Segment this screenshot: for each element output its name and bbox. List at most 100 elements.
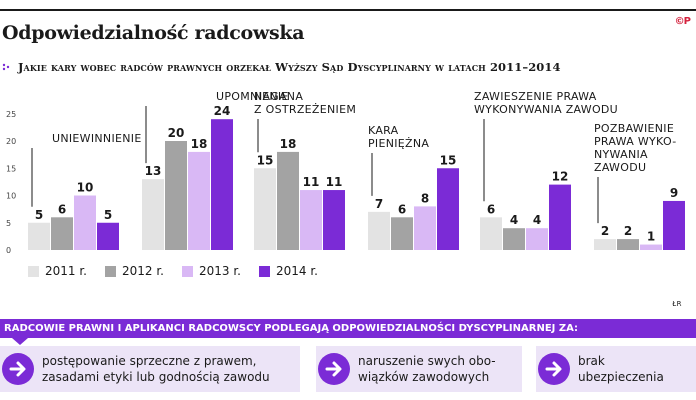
data-label: 11: [303, 175, 320, 189]
data-label: 18: [280, 137, 297, 151]
top-rule: [0, 9, 696, 11]
legend-item-2013: 2013 r.: [182, 264, 241, 278]
data-label: 6: [398, 202, 406, 216]
bar: [323, 190, 345, 250]
info-card-duties: naruszenie swych obo- wiązków zawodowych: [316, 346, 522, 392]
bar: [503, 228, 525, 250]
bar: [437, 168, 459, 250]
data-label: 4: [510, 213, 518, 227]
chart-subtitle: Jakie kary wobec radców prawnych orzekał…: [18, 60, 561, 74]
data-label: 4: [533, 213, 541, 227]
subtitle-dots-icon: [2, 63, 10, 71]
card-line: postępowanie sprzeczne z prawem,: [42, 354, 257, 368]
data-label: 2: [601, 224, 609, 238]
card-text: postępowanie sprzeczne z prawem, zasadam…: [42, 353, 270, 385]
data-label: 6: [487, 202, 495, 216]
bar: [97, 222, 119, 250]
legend-label: 2014 r.: [276, 264, 318, 278]
legend-label: 2011 r.: [45, 264, 87, 278]
bar: [188, 151, 210, 250]
category-label: WYKONYWANIA ZAWODU: [474, 103, 618, 116]
banner-pointer: [12, 338, 28, 345]
bar: [28, 222, 50, 250]
data-label: 10: [77, 181, 94, 195]
card-line: naruszenie swych obo-: [358, 354, 496, 368]
data-label: 1: [647, 230, 655, 244]
publisher-logo: ©P: [674, 16, 691, 27]
data-label: 24: [214, 104, 231, 118]
arrow-right-icon: [2, 353, 34, 385]
category-label: POZBAWIENIE: [594, 122, 674, 135]
bar: [51, 217, 73, 250]
chart-legend: 2011 r. 2012 r. 2013 r. 2014 r.: [28, 264, 318, 278]
y-tick-label: 20: [6, 137, 16, 146]
category-label: PRAWA WYKO-: [594, 135, 677, 148]
info-banner: RADCOWIE PRAWNI I APLIKANCI RADCOWSCY PO…: [0, 319, 696, 338]
legend-item-2012: 2012 r.: [105, 264, 164, 278]
bar: [165, 141, 187, 250]
data-label: 9: [670, 186, 678, 200]
category-label: PIENIĘŻNA: [368, 137, 429, 150]
y-tick-label: 25: [6, 110, 16, 119]
bar: [74, 195, 96, 250]
data-label: 18: [191, 137, 208, 151]
data-label: 15: [440, 153, 457, 167]
bar: [617, 239, 639, 250]
category-label: KARA: [368, 124, 399, 137]
data-label: 13: [145, 164, 162, 178]
legend-swatch: [182, 265, 193, 277]
data-label: 15: [257, 153, 274, 167]
bar: [480, 217, 502, 250]
legend-label: 2013 r.: [199, 264, 241, 278]
data-label: 11: [326, 175, 343, 189]
category-label: NAGANA: [254, 90, 303, 103]
bar: [549, 184, 571, 250]
legend-item-2011: 2011 r.: [28, 264, 87, 278]
data-label: 12: [552, 170, 569, 184]
y-tick-label: 10: [6, 192, 16, 201]
legend-swatch: [259, 265, 270, 277]
data-label: 7: [375, 197, 383, 211]
data-label: 2: [624, 224, 632, 238]
source-credit: ŁR: [672, 300, 682, 308]
data-label: 20: [168, 126, 185, 140]
bar: [663, 200, 685, 250]
legend-swatch: [105, 265, 116, 277]
category-label: ZAWIESZENIE PRAWA: [474, 90, 597, 103]
bar: [368, 211, 390, 250]
card-line: brak: [578, 354, 605, 368]
card-line: zasadami etyki lub godnością zawodu: [42, 370, 270, 384]
bar: [526, 228, 548, 250]
arrow-right-icon: [318, 353, 350, 385]
data-label: 5: [104, 208, 112, 222]
category-label: UPOMNIENIE: [216, 90, 289, 103]
card-text: brak ubezpieczenia: [578, 353, 664, 385]
bar: [594, 239, 616, 250]
bar: [254, 168, 276, 250]
data-label: 6: [58, 202, 66, 216]
info-card-law: postępowanie sprzeczne z prawem, zasadam…: [0, 346, 300, 392]
category-label: ZAWODU: [594, 161, 646, 174]
category-label: Z OSTRZEŻENIEM: [254, 103, 356, 116]
y-tick-label: 5: [6, 219, 11, 228]
bar: [391, 217, 413, 250]
legend-item-2014: 2014 r.: [259, 264, 318, 278]
page-title: Odpowiedzialność radcowska: [2, 22, 305, 44]
info-card-insurance: brak ubezpieczenia: [536, 346, 696, 392]
legend-swatch: [28, 265, 39, 277]
bar: [300, 190, 322, 250]
bar: [414, 206, 436, 250]
card-line: wiązków zawodowych: [358, 370, 490, 384]
card-line: ubezpieczenia: [578, 370, 664, 384]
bar: [277, 151, 299, 250]
y-tick-label: 15: [6, 164, 16, 173]
bar: [211, 119, 233, 250]
category-label: UNIEWINNIENIE: [52, 132, 142, 145]
category-label: NYWANIA: [594, 148, 648, 161]
arrow-right-icon: [538, 353, 570, 385]
data-label: 8: [421, 191, 429, 205]
bar: [142, 179, 164, 250]
data-label: 5: [35, 208, 43, 222]
card-text: naruszenie swych obo- wiązków zawodowych: [358, 353, 496, 385]
